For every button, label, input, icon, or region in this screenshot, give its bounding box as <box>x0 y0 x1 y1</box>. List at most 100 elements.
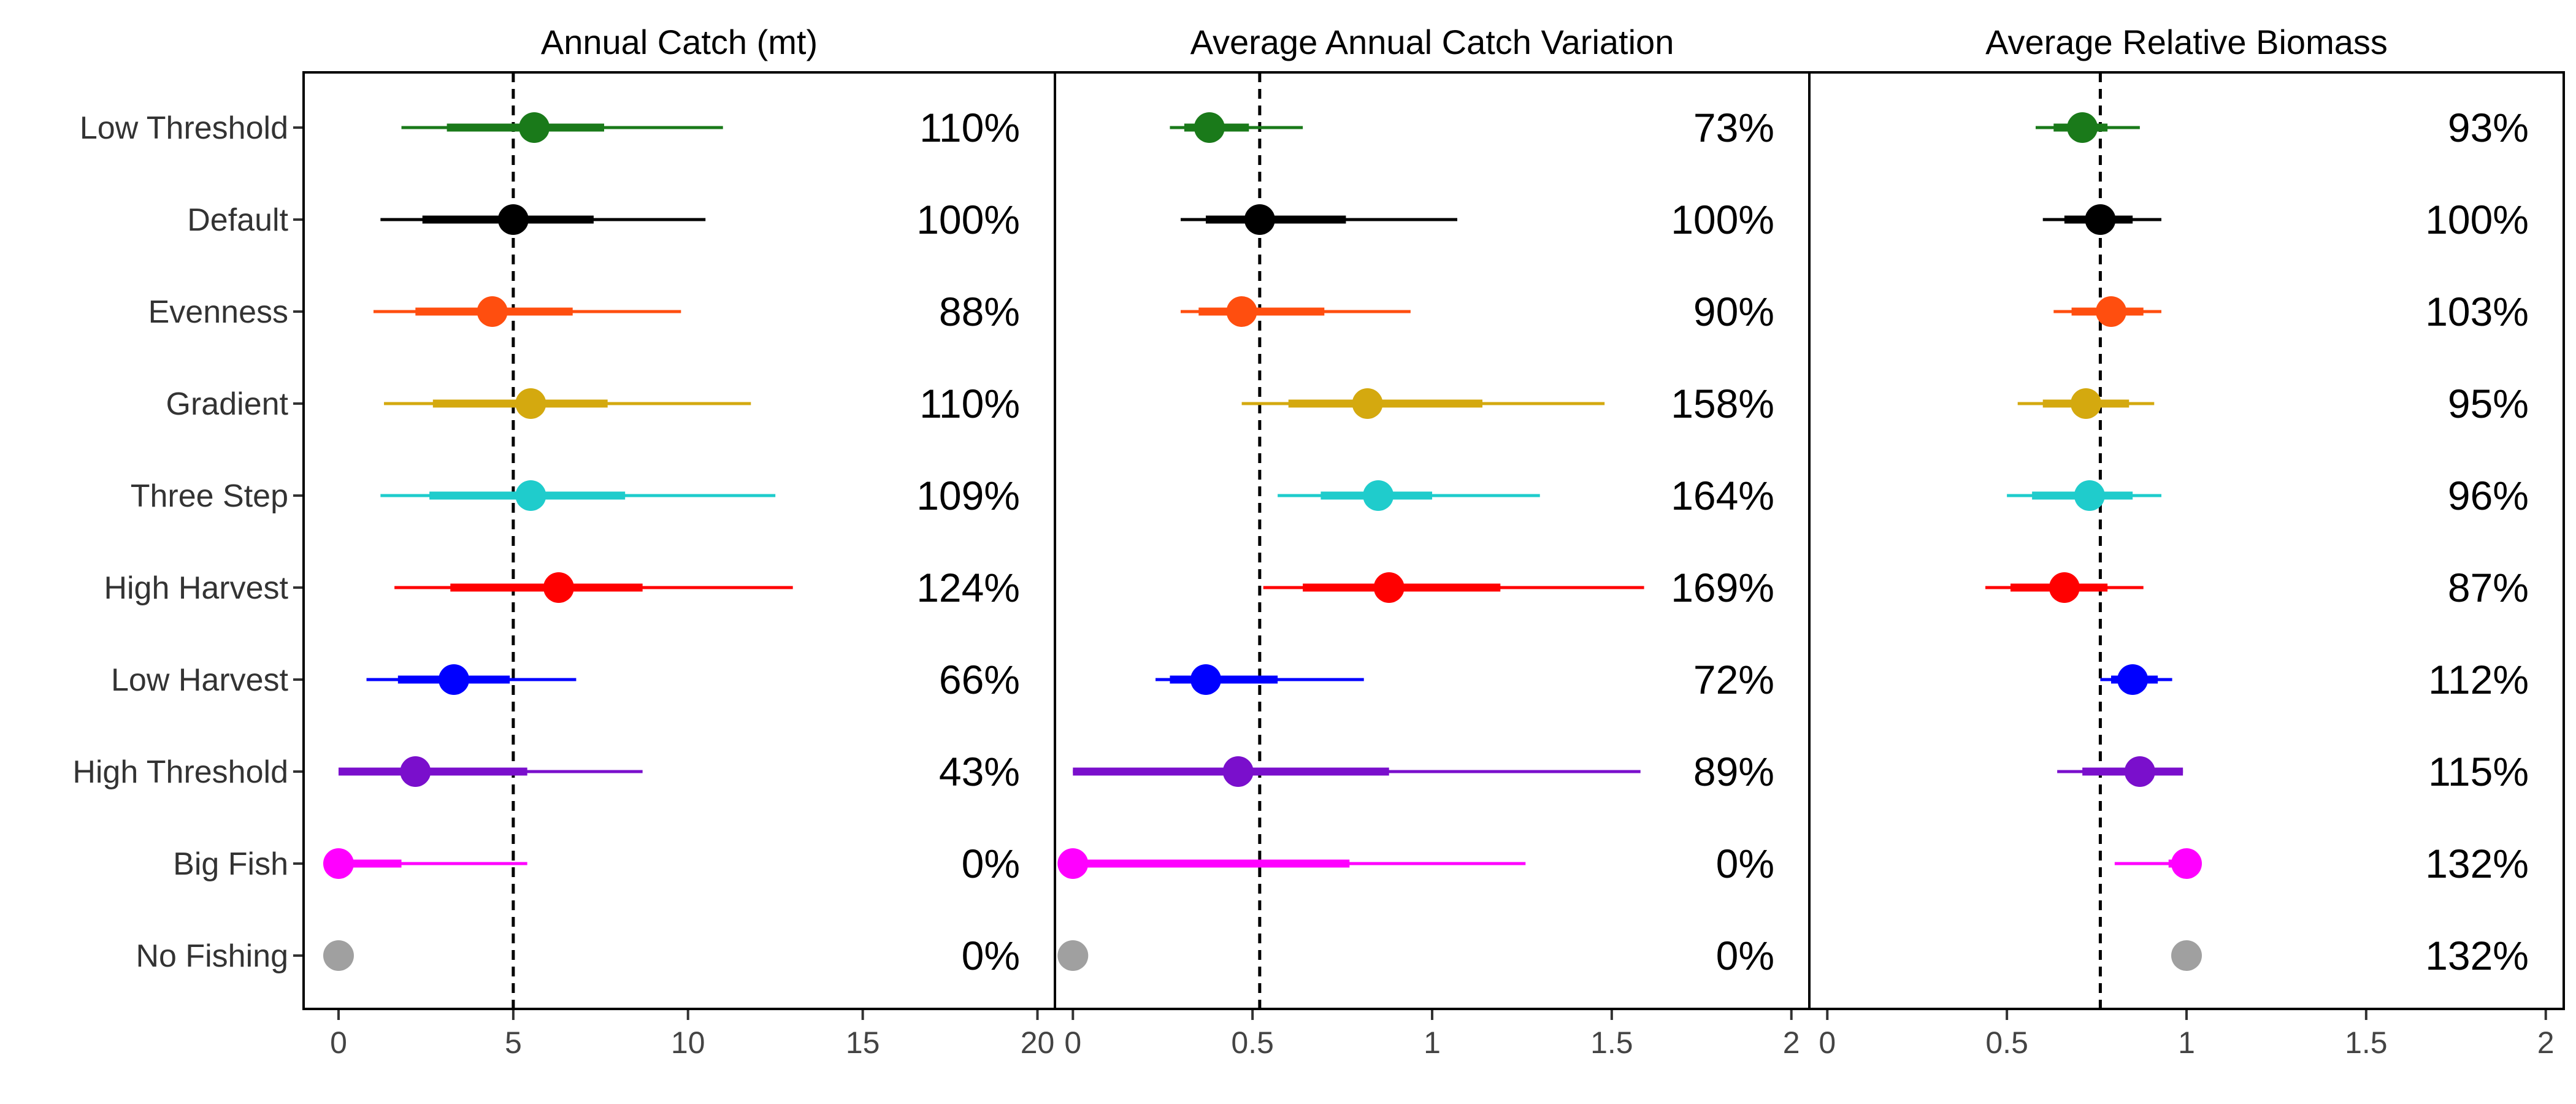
median-point <box>2124 756 2155 787</box>
category-label-evenness: Evenness <box>148 294 288 330</box>
median-point <box>1363 480 1394 511</box>
percent-label: 115% <box>2428 749 2529 794</box>
panel-title: Average Annual Catch Variation <box>1190 23 1674 61</box>
median-point <box>497 204 529 235</box>
median-point <box>1226 296 1257 327</box>
median-point <box>543 572 574 603</box>
percent-label: 66% <box>939 657 1020 702</box>
percent-label: 109% <box>916 473 1020 518</box>
median-point <box>2171 940 2202 971</box>
panel-3: Average Relative Biomass 93% 100% 103% 95% 96… <box>1808 23 2565 1060</box>
percent-label: 0% <box>962 933 1020 978</box>
row-high-harvest: 169% <box>1263 565 1774 610</box>
row-no-fishing: 0% <box>1057 933 1774 978</box>
percent-label: 112% <box>2428 657 2529 702</box>
percent-label: 72% <box>1693 657 1774 702</box>
percent-label: 132% <box>2425 841 2529 886</box>
row-gradient: 110% <box>384 381 1020 426</box>
percent-label: 88% <box>939 289 1020 334</box>
row-evenness: 90% <box>1181 289 1774 334</box>
panel-title: Average Relative Biomass <box>1985 23 2388 61</box>
category-label-big-fish: Big Fish <box>173 846 288 882</box>
percent-label: 73% <box>1693 105 1774 150</box>
row-no-fishing: 0% <box>323 933 1020 978</box>
x-tick-label: 0 <box>1064 1025 1081 1060</box>
median-point <box>1057 940 1089 971</box>
x-tick-label: 1.5 <box>2345 1025 2388 1060</box>
x-tick-label: 0.5 <box>1231 1025 1274 1060</box>
percent-label: 43% <box>939 749 1020 794</box>
x-tick-label: 5 <box>505 1025 522 1060</box>
median-point <box>400 756 431 787</box>
x-tick-label: 20 <box>1021 1025 1055 1060</box>
median-point <box>1244 204 1275 235</box>
row-evenness: 88% <box>373 289 1020 334</box>
percent-label: 89% <box>1693 749 1774 794</box>
median-point <box>515 480 546 511</box>
row-evenness: 103% <box>2053 289 2529 334</box>
x-tick-label: 0 <box>1819 1025 1836 1060</box>
median-point <box>1190 664 1221 695</box>
category-label-three-step: Three Step <box>131 478 288 514</box>
percent-label: 0% <box>1716 933 1774 978</box>
percent-label: 0% <box>962 841 1020 886</box>
x-tick-label: 15 <box>846 1025 880 1060</box>
row-high-harvest: 124% <box>394 565 1020 610</box>
row-no-fishing: 132% <box>2171 933 2529 978</box>
percent-label: 100% <box>2425 197 2529 242</box>
category-label-low-harvest: Low Harvest <box>111 662 289 698</box>
row-default: 100% <box>2042 197 2529 242</box>
median-point <box>439 664 469 695</box>
median-point <box>515 388 546 419</box>
x-tick-label: 1.5 <box>1590 1025 1633 1060</box>
percent-label: 158% <box>1671 381 1774 426</box>
row-high-harvest: 87% <box>1985 565 2529 610</box>
row-gradient: 158% <box>1241 381 1774 426</box>
row-low-harvest: 66% <box>366 657 1020 702</box>
row-big-fish: 132% <box>2114 841 2529 886</box>
category-labels: Low Threshold Default Evenness Gradient Thre… <box>72 110 304 974</box>
row-three-step: 96% <box>2007 473 2529 518</box>
median-point <box>1373 572 1405 603</box>
row-big-fish: 0% <box>323 841 1020 886</box>
panel-2: Average Annual Catch Variation73%100%90%… <box>1054 23 1811 1060</box>
row-low-threshold: 73% <box>1170 105 1774 150</box>
row-high-threshold: 89% <box>1073 749 1774 794</box>
row-high-threshold: 43% <box>338 749 1020 794</box>
percent-label: 164% <box>1671 473 1774 518</box>
median-point <box>2096 296 2126 327</box>
median-point <box>2071 388 2101 419</box>
median-point <box>2074 480 2105 511</box>
panel-title: Annual Catch (mt) <box>541 23 818 61</box>
category-label-default: Default <box>187 202 288 238</box>
median-point <box>1194 112 1225 143</box>
row-low-threshold: 93% <box>2036 105 2529 150</box>
percent-label: 169% <box>1671 565 1774 610</box>
percent-label: 95% <box>2448 381 2529 426</box>
x-tick-label: 2 <box>2537 1025 2555 1060</box>
percent-label: 87% <box>2448 565 2529 610</box>
median-point <box>323 848 354 879</box>
category-label-no-fishing: No Fishing <box>136 938 288 974</box>
percent-label: 103% <box>2425 289 2529 334</box>
x-tick-label: 0 <box>330 1025 347 1060</box>
x-tick-label: 1 <box>2178 1025 2195 1060</box>
median-point <box>2049 572 2080 603</box>
median-point <box>519 112 550 143</box>
median-point <box>477 296 508 327</box>
percent-label: 132% <box>2425 933 2529 978</box>
category-label-low-threshold: Low Threshold <box>80 110 288 146</box>
panels: Annual Catch (mt)110%100%88%110%109%124%… <box>302 23 2565 1060</box>
median-point <box>1057 848 1089 879</box>
median-point <box>1222 756 1254 787</box>
median-point <box>2171 848 2202 879</box>
median-point <box>2085 204 2116 235</box>
median-point <box>2067 112 2098 143</box>
x-tick-label: 1 <box>1424 1025 1441 1060</box>
percent-label: 96% <box>2448 473 2529 518</box>
median-point <box>2117 664 2149 695</box>
category-label-high-harvest: High Harvest <box>104 570 288 606</box>
row-default: 100% <box>1181 197 1774 242</box>
